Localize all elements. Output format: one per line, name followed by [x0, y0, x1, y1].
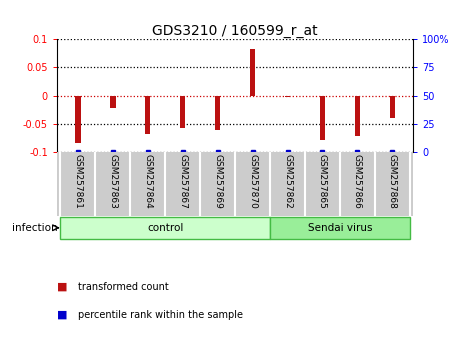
Bar: [320, 96, 325, 140]
Bar: [180, 96, 185, 128]
Bar: [250, 48, 255, 96]
Bar: [270, 217, 410, 239]
Text: GSM257862: GSM257862: [283, 154, 292, 209]
Bar: [76, 96, 81, 143]
Text: GSM257868: GSM257868: [388, 154, 397, 209]
Text: ■: ■: [57, 282, 67, 292]
Bar: [145, 96, 151, 134]
Text: GSM257870: GSM257870: [248, 154, 257, 209]
Bar: [60, 217, 270, 239]
Text: GSM257865: GSM257865: [318, 154, 327, 209]
Bar: [285, 96, 290, 97]
Text: transformed count: transformed count: [78, 282, 169, 292]
Text: GSM257866: GSM257866: [353, 154, 362, 209]
Text: GSM257867: GSM257867: [178, 154, 187, 209]
Text: infection: infection: [12, 223, 57, 233]
Bar: [215, 96, 220, 130]
Text: Sendai virus: Sendai virus: [308, 223, 372, 233]
Text: ■: ■: [57, 310, 67, 320]
Text: GSM257863: GSM257863: [108, 154, 117, 209]
Text: control: control: [147, 223, 183, 233]
Title: GDS3210 / 160599_r_at: GDS3210 / 160599_r_at: [152, 24, 318, 38]
Text: GSM257869: GSM257869: [213, 154, 222, 209]
Bar: [110, 96, 115, 108]
Bar: [355, 96, 360, 136]
Bar: [390, 96, 395, 118]
Text: percentile rank within the sample: percentile rank within the sample: [78, 310, 243, 320]
Text: GSM257864: GSM257864: [143, 154, 152, 209]
Text: GSM257861: GSM257861: [74, 154, 83, 209]
